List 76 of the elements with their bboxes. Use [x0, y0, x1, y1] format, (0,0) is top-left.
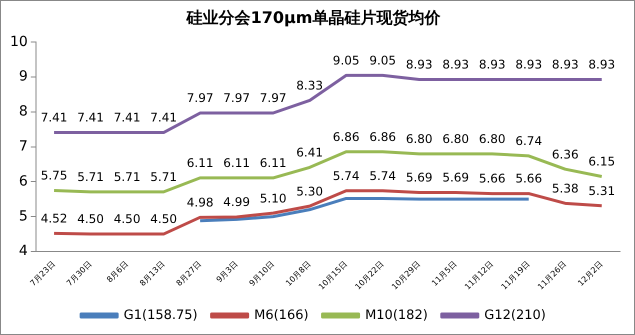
- data-label: 5.74: [369, 168, 396, 183]
- data-label: 6.11: [223, 156, 250, 170]
- data-label: 6.80: [478, 132, 506, 146]
- data-label: 7.41: [77, 110, 104, 125]
- data-label: 6.11: [186, 156, 214, 170]
- x-tick-label: 7月23日: [28, 259, 57, 288]
- data-label: 4.50: [77, 212, 104, 226]
- x-tick-label: 9月10日: [248, 259, 276, 288]
- data-label: 6.15: [588, 154, 616, 169]
- y-tick-label: 10: [10, 34, 28, 50]
- x-tick-label: 10月29日: [390, 259, 422, 292]
- data-label: 4.99: [223, 195, 250, 210]
- data-label: 5.69: [442, 170, 470, 185]
- data-label: 5.38: [552, 181, 579, 196]
- x-tick-label: 8月6日: [105, 259, 130, 284]
- data-label: 7.41: [150, 110, 177, 125]
- x-tick-label: 7月30日: [64, 259, 94, 288]
- data-label: 4.50: [114, 212, 140, 226]
- data-label: 8.93: [588, 58, 616, 72]
- y-tick-label: 6: [18, 173, 28, 190]
- legend-label: G1(158.75): [124, 308, 198, 323]
- data-label: 8.93: [442, 58, 470, 72]
- x-tick-label: 11月19日: [500, 259, 532, 292]
- x-tick-label: 8月13日: [138, 259, 166, 288]
- data-label: 4.50: [150, 212, 177, 226]
- legend-label: M6(166): [254, 308, 309, 323]
- data-label: 8.93: [552, 58, 579, 72]
- data-label: 6.41: [296, 146, 324, 160]
- data-label: 8.93: [406, 58, 433, 72]
- y-tick-label: 7: [18, 138, 28, 154]
- x-tick-label: 10月15日: [316, 259, 350, 292]
- data-label: 6.86: [369, 130, 396, 144]
- chart-title: 硅业分会170μm单晶硅片现货均价: [186, 8, 442, 27]
- data-label: 8.33: [296, 78, 324, 93]
- x-tick-label: 10月8日: [284, 259, 313, 288]
- data-label: 9.05: [369, 53, 396, 68]
- data-label: 6.86: [332, 130, 360, 144]
- data-label: 4.52: [40, 211, 68, 226]
- y-tick-label: 5: [18, 208, 28, 224]
- y-tick-label: 4: [18, 243, 28, 260]
- x-tick-label: 11月5日: [430, 259, 459, 288]
- data-label: 5.74: [332, 168, 360, 183]
- y-tick-label: 8: [18, 104, 28, 120]
- data-label: 5.75: [40, 168, 68, 183]
- data-label: 5.71: [77, 170, 104, 184]
- legend-label: G12(210): [484, 308, 546, 323]
- data-label: 4.98: [186, 195, 214, 210]
- data-label: 5.66: [478, 172, 506, 186]
- data-label: 6.80: [406, 132, 433, 146]
- data-label: 5.30: [296, 184, 324, 198]
- data-label: 5.71: [150, 170, 177, 184]
- data-label: 6.36: [552, 147, 579, 162]
- data-label: 7.41: [40, 110, 68, 125]
- x-tick-label: 10月22日: [353, 259, 386, 292]
- y-tick-label: 9: [18, 68, 28, 85]
- data-label: 5.66: [515, 172, 542, 186]
- data-label: 8.93: [478, 58, 506, 72]
- data-label: 7.97: [260, 91, 286, 106]
- data-label: 6.80: [442, 132, 470, 146]
- data-label: 5.69: [406, 170, 433, 185]
- data-label: 5.31: [588, 184, 616, 198]
- data-label: 7.41: [114, 110, 140, 125]
- data-label: 9.05: [332, 53, 360, 68]
- data-label: 6.11: [260, 156, 286, 170]
- x-tick-label: 12月2日: [576, 259, 605, 288]
- data-label: 6.74: [515, 134, 542, 148]
- x-tick-label: 11月26日: [536, 259, 568, 292]
- data-label: 7.97: [223, 91, 250, 106]
- x-tick-label: 11月12日: [463, 259, 496, 292]
- data-label: 5.10: [260, 191, 286, 206]
- legend-label: M10(182): [365, 308, 428, 323]
- data-label: 7.97: [186, 91, 214, 106]
- data-label: 8.93: [515, 58, 542, 72]
- x-tick-label: 9月3日: [214, 259, 240, 284]
- x-tick-label: 8月27日: [174, 259, 203, 288]
- data-label: 5.71: [114, 170, 140, 184]
